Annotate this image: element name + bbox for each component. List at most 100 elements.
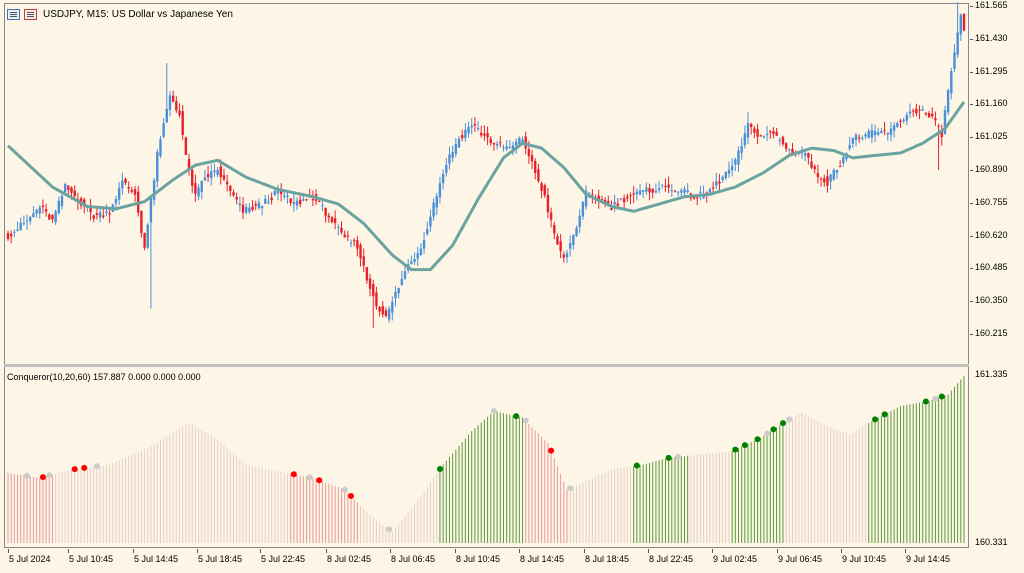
signal-dot-green xyxy=(779,420,786,427)
bear-candle xyxy=(51,214,54,220)
bear-candle xyxy=(629,195,632,197)
indicator-scale-label: 161.335 xyxy=(975,369,1008,379)
time-label: 5 Jul 14:45 xyxy=(134,554,179,564)
bear-candle xyxy=(524,136,527,149)
signal-dot-grey xyxy=(46,472,53,479)
bear-candle xyxy=(140,211,143,233)
bull-candle xyxy=(292,202,296,204)
bear-candle xyxy=(499,142,502,144)
time-label: 9 Jul 14:45 xyxy=(906,554,951,564)
bear-candle xyxy=(460,135,464,139)
bear-candle xyxy=(279,191,283,195)
signal-dot-green xyxy=(436,465,443,472)
bull-candle xyxy=(699,191,702,193)
bear-candle xyxy=(931,113,934,117)
bull-candle xyxy=(267,201,270,203)
bull-candle xyxy=(657,188,661,191)
bull-candle xyxy=(578,216,581,228)
bull-candle xyxy=(54,211,57,223)
bull-candle xyxy=(619,198,623,200)
bull-candle xyxy=(13,231,16,233)
bull-candle xyxy=(521,139,524,144)
panel-separator[interactable] xyxy=(4,364,969,367)
chart-window-icon[interactable] xyxy=(7,8,20,20)
bull-candle xyxy=(419,248,423,256)
bear-candle xyxy=(673,191,677,193)
bear-candle xyxy=(756,129,759,137)
bull-candle xyxy=(245,207,248,213)
bear-candle xyxy=(225,181,229,185)
bear-candle xyxy=(9,233,13,237)
bear-candle xyxy=(915,108,918,114)
bear-candle xyxy=(229,185,232,192)
price-axis[interactable]: 161.565 161.430 161.295 161.160 161.025 160.8… xyxy=(970,0,1024,573)
bull-candle xyxy=(638,190,642,195)
bear-candle xyxy=(178,110,181,115)
bear-candle xyxy=(362,256,365,266)
bull-candle xyxy=(435,196,438,208)
bear-candle xyxy=(562,254,566,258)
bull-candle xyxy=(397,287,400,294)
bear-candle xyxy=(372,284,375,297)
bull-candle xyxy=(505,146,508,150)
time-tick xyxy=(455,549,456,553)
bull-candle xyxy=(873,130,877,136)
price-tick xyxy=(970,137,973,139)
symbol-title: USDJPY, M15: US Dollar vs Japanese Yen xyxy=(43,8,233,20)
bear-candle xyxy=(346,235,350,237)
bear-candle xyxy=(343,234,346,238)
price-tick xyxy=(970,202,973,204)
bear-candle xyxy=(813,166,816,170)
bear-candle xyxy=(492,142,496,145)
bear-candle xyxy=(711,187,715,189)
price-label: 160.890 xyxy=(975,164,1008,174)
bear-candle xyxy=(769,131,772,133)
bear-candle xyxy=(270,197,273,201)
bear-candle xyxy=(333,218,337,224)
bull-candle xyxy=(197,187,200,197)
bull-candle xyxy=(905,114,909,121)
bull-candle xyxy=(715,181,718,186)
bull-candle xyxy=(387,308,391,320)
bull-candle xyxy=(959,14,963,35)
bull-candle xyxy=(22,223,26,225)
bull-candle xyxy=(25,220,29,222)
bull-candle xyxy=(921,109,924,111)
bull-candle xyxy=(734,159,737,165)
bull-candle xyxy=(737,150,740,165)
signal-dot-grey xyxy=(764,430,771,437)
bull-candle xyxy=(264,198,267,204)
bear-candle xyxy=(559,241,562,252)
time-tick xyxy=(8,549,9,553)
bull-candle xyxy=(943,110,947,134)
time-tick xyxy=(584,549,585,553)
bull-candle xyxy=(283,195,286,197)
bull-candle xyxy=(908,111,912,114)
bear-candle xyxy=(648,188,651,193)
bear-candle xyxy=(857,137,861,139)
bear-candle xyxy=(664,186,667,188)
price-label: 160.755 xyxy=(975,196,1008,207)
price-tick xyxy=(970,104,973,106)
bull-candle xyxy=(203,177,207,181)
bull-candle xyxy=(470,125,473,128)
bear-candle xyxy=(718,181,721,184)
bear-candle xyxy=(305,199,308,201)
bull-candle xyxy=(448,154,451,164)
price-label: 161.025 xyxy=(975,131,1008,142)
time-label: 9 Jul 02:45 xyxy=(713,554,758,564)
time-label: 9 Jul 10:45 xyxy=(842,554,887,564)
time-tick xyxy=(777,549,778,553)
bull-candle xyxy=(851,137,855,144)
signal-dot-grey xyxy=(567,485,574,492)
bull-candle xyxy=(788,149,791,151)
signal-dot-red xyxy=(81,464,88,471)
bull-candle xyxy=(286,195,289,198)
bull-candle xyxy=(273,190,276,195)
chart-properties-icon[interactable] xyxy=(24,8,37,20)
bull-candle xyxy=(429,216,432,227)
time-axis[interactable]: 5 Jul 2024 5 Jul 10:45 5 Jul 14:45 5 Jul 18… xyxy=(4,549,969,569)
bull-candle xyxy=(410,261,413,265)
